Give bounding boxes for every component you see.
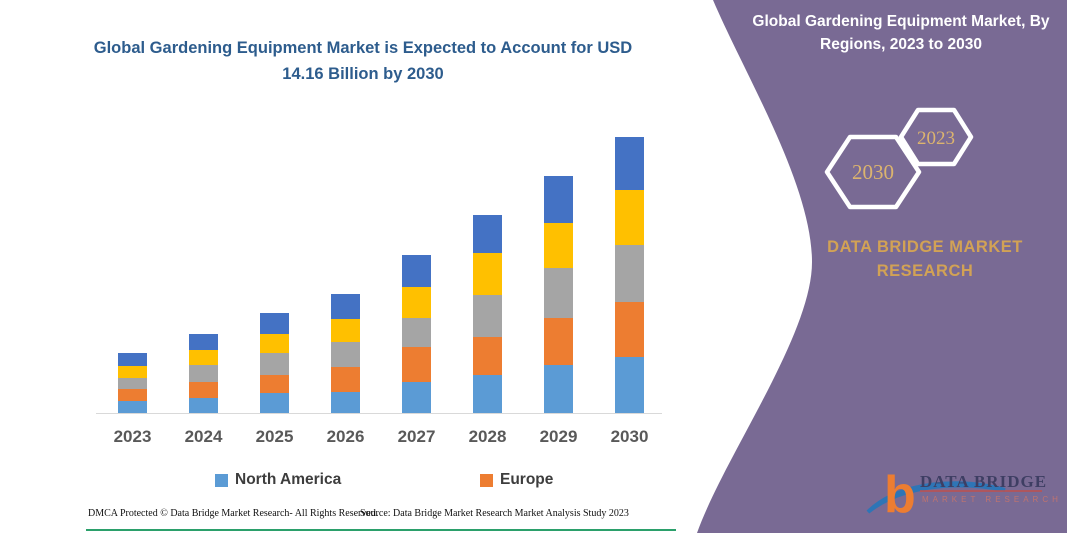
bar-segment-2030-North America (615, 357, 644, 413)
bar-segment-2026-unlabeled-dark-blue (331, 294, 360, 319)
bar-segment-2029-Europe (544, 318, 573, 365)
brand-name: DATA BRIDGE MARKET RESEARCH (827, 238, 1023, 280)
bar-segment-2023-Europe (118, 389, 147, 401)
bar-segment-2027-North America (402, 382, 431, 413)
bar-segment-2024-unlabeled-yellow (189, 350, 218, 365)
legend-swatch-north-america (215, 473, 228, 487)
bar-segment-2029-unlabeled-gray (544, 268, 573, 318)
hexagon-2030: 2030 (824, 134, 922, 210)
x-axis-line (96, 413, 662, 414)
bar-segment-2023-unlabeled-dark-blue (118, 353, 147, 366)
bar-segment-2026-North America (331, 392, 360, 413)
bar-segment-2024-unlabeled-gray (189, 365, 218, 382)
bar-2026 (331, 294, 360, 413)
bar-segment-2028-unlabeled-dark-blue (473, 215, 502, 253)
bar-segment-2027-unlabeled-gray (402, 318, 431, 347)
legend-swatch-europe (480, 473, 493, 487)
bar-segment-2027-unlabeled-dark-blue (402, 255, 431, 287)
bar-2028 (473, 215, 502, 413)
bar-segment-2030-unlabeled-dark-blue (615, 137, 644, 190)
dbmr-logo-text-secondary: MARKET RESEARCH (922, 495, 1062, 504)
chart-legend: North America Europe (0, 471, 700, 495)
bar-segment-2026-unlabeled-yellow (331, 319, 360, 342)
bar-segment-2025-unlabeled-dark-blue (260, 313, 289, 334)
bar-segment-2027-Europe (402, 347, 431, 382)
bar-2029 (544, 176, 573, 413)
stacked-bar-chart: 2023 2024 2025 2026 2027 2028 2029 2030 (113, 137, 649, 446)
x-axis-label-2025: 2025 (255, 427, 294, 446)
x-axis-label-2029: 2029 (539, 427, 578, 446)
dbmr-logo-swoosh-icon (866, 481, 1006, 514)
legend-item-north-america: North America (215, 471, 341, 489)
bar-segment-2030-unlabeled-yellow (615, 190, 644, 245)
bar-2025 (260, 313, 289, 413)
bar-segment-2030-Europe (615, 302, 644, 357)
bar-segment-2029-North America (544, 365, 573, 413)
bar-segment-2023-North America (118, 401, 147, 413)
bar-segment-2026-unlabeled-gray (331, 342, 360, 367)
legend-label-north-america: North America (235, 471, 342, 488)
bar-segment-2024-North America (189, 398, 218, 413)
bar-segment-2030-unlabeled-gray (615, 245, 644, 302)
bar-2030 (615, 137, 644, 413)
bar-segment-2024-unlabeled-dark-blue (189, 334, 218, 350)
footer-source-text: Source: Data Bridge Market Research Mark… (360, 508, 629, 519)
bar-segment-2023-unlabeled-yellow (118, 366, 147, 378)
bar-segment-2028-North America (473, 375, 502, 413)
hexagon-2023-label: 2023 (917, 128, 955, 149)
bar-segment-2024-Europe (189, 382, 218, 398)
x-axis-label-2024: 2024 (184, 427, 223, 446)
legend-label-europe: Europe (500, 471, 554, 488)
bar-segment-2025-Europe (260, 375, 289, 393)
bar-segment-2027-unlabeled-yellow (402, 287, 431, 318)
bar-segment-2028-Europe (473, 337, 502, 375)
dbmr-logo: b DATA BRIDGE MARKET RESEARCH (866, 466, 1062, 524)
bar-segment-2026-Europe (331, 367, 360, 392)
chart-title: Global Gardening Equipment Market is Exp… (93, 39, 633, 83)
x-axis-label-2023: 2023 (113, 427, 152, 446)
bar-2027 (402, 255, 431, 413)
x-axis-label-2030: 2030 (610, 427, 649, 446)
bar-segment-2023-unlabeled-gray (118, 378, 147, 389)
bar-segment-2028-unlabeled-gray (473, 295, 502, 337)
dbmr-logo-b-icon: b (884, 466, 916, 524)
panel-title: Global Gardening Equipment Market, By Re… (752, 13, 1050, 54)
purple-panel-shape (697, 0, 1067, 533)
bar-2023 (118, 353, 147, 413)
footer-dmca-text: DMCA Protected © Data Bridge Market Rese… (88, 508, 379, 519)
bar-2024 (189, 334, 218, 413)
bottom-accent-line (86, 529, 676, 531)
bar-segment-2025-unlabeled-yellow (260, 334, 289, 353)
hexagon-2030-label: 2030 (852, 160, 894, 184)
x-axis-label-2027: 2027 (397, 427, 436, 446)
bar-segment-2025-North America (260, 393, 289, 413)
hexagon-2023: 2023 (898, 107, 974, 167)
dbmr-logo-text-primary: DATA BRIDGE (920, 472, 1047, 491)
bar-segment-2029-unlabeled-dark-blue (544, 176, 573, 223)
legend-item-europe: Europe (480, 471, 553, 489)
bar-segment-2025-unlabeled-gray (260, 353, 289, 375)
x-axis-label-2028: 2028 (468, 427, 507, 446)
x-axis-label-2026: 2026 (326, 427, 365, 446)
bar-segment-2028-unlabeled-yellow (473, 253, 502, 295)
bar-segment-2029-unlabeled-yellow (544, 223, 573, 268)
